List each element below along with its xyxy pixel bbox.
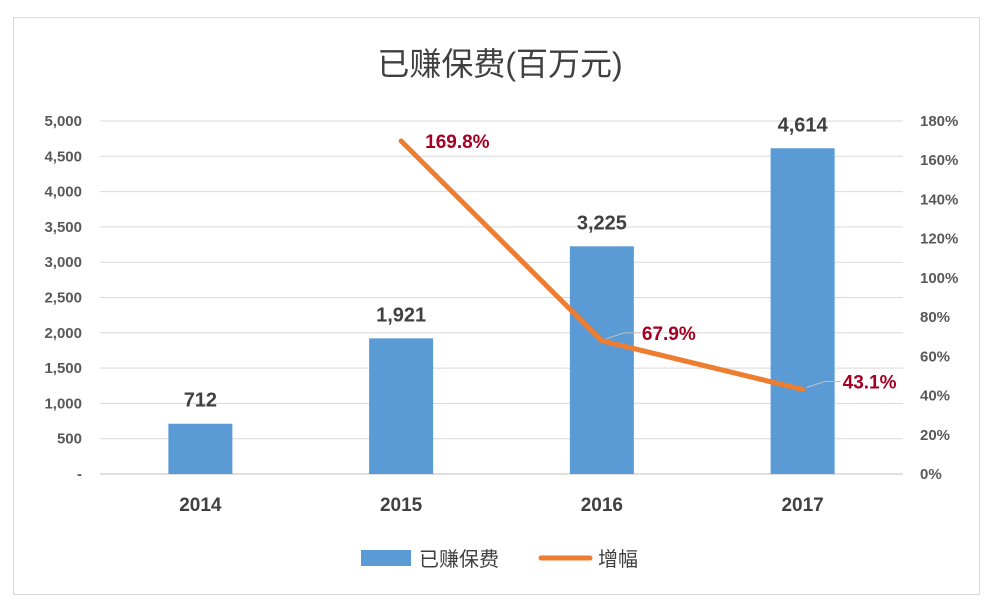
- right-tick-label: 140%: [920, 191, 958, 208]
- legend-label: 增幅: [598, 548, 638, 571]
- left-tick-label: 3,000: [44, 254, 82, 271]
- category-label: 2015: [380, 495, 423, 516]
- left-tick-label: 3,500: [44, 219, 82, 236]
- category-label: 2016: [581, 495, 623, 516]
- chart-title: 已赚保费(百万元): [377, 46, 622, 82]
- left-tick-label: 2,000: [44, 325, 82, 342]
- line-value-label: 169.8%: [425, 132, 490, 153]
- line-data-labels: 169.8% 67.9% 43.1%: [425, 132, 896, 393]
- right-tick-label: 80%: [920, 309, 950, 326]
- right-tick-label: 160%: [920, 152, 958, 169]
- bar: [770, 148, 835, 475]
- category-label: 2014: [179, 495, 222, 516]
- right-tick-label: 120%: [920, 231, 958, 248]
- left-tick-label: 5,000: [44, 113, 82, 130]
- right-tick-label: 40%: [920, 388, 950, 405]
- right-axis: 0% 20% 40% 60% 80% 100% 120% 140% 160% 180%: [920, 113, 958, 483]
- bar: [369, 338, 434, 474]
- label-leader-line: [806, 380, 841, 388]
- line-series: [398, 138, 806, 392]
- line-value-label: 67.9%: [642, 324, 696, 345]
- bar-value-label: 3,225: [577, 212, 627, 234]
- bar-value-label: 4,614: [778, 114, 829, 136]
- left-tick-label: -: [77, 466, 82, 483]
- right-tick-label: 0%: [920, 466, 942, 483]
- left-axis: - 500 1,000 1,500 2,000 2,500 3,000 3,500 4,000 4…: [44, 113, 82, 483]
- line-path: [398, 138, 806, 392]
- left-tick-label: 2,500: [44, 290, 82, 307]
- bar: [168, 423, 233, 474]
- line-value-label: 43.1%: [843, 372, 897, 393]
- bar-value-label: 1,921: [376, 304, 426, 326]
- bar-value-label: 712: [184, 390, 217, 412]
- category-label: 2017: [781, 495, 823, 516]
- legend-swatch-bar: [361, 550, 411, 566]
- right-tick-label: 100%: [920, 270, 958, 287]
- bar-series: [168, 148, 835, 475]
- left-tick-label: 1,000: [44, 395, 82, 412]
- right-tick-label: 20%: [920, 427, 950, 444]
- left-tick-label: 1,500: [44, 360, 82, 377]
- gridlines: [100, 120, 903, 475]
- left-tick-label: 4,000: [44, 184, 82, 201]
- legend-label: 已赚保费: [419, 548, 499, 571]
- right-tick-label: 180%: [920, 113, 958, 130]
- legend: 已赚保费 增幅: [361, 548, 638, 571]
- right-tick-label: 60%: [920, 348, 950, 365]
- left-tick-label: 4,500: [44, 148, 82, 165]
- left-tick-label: 500: [57, 431, 82, 448]
- bar-data-labels: 712 1,921 3,225 4,614: [184, 114, 829, 411]
- label-leader-line: [605, 332, 640, 340]
- category-axis: 2014 2015 2016 2017: [179, 495, 824, 516]
- bar: [569, 246, 634, 474]
